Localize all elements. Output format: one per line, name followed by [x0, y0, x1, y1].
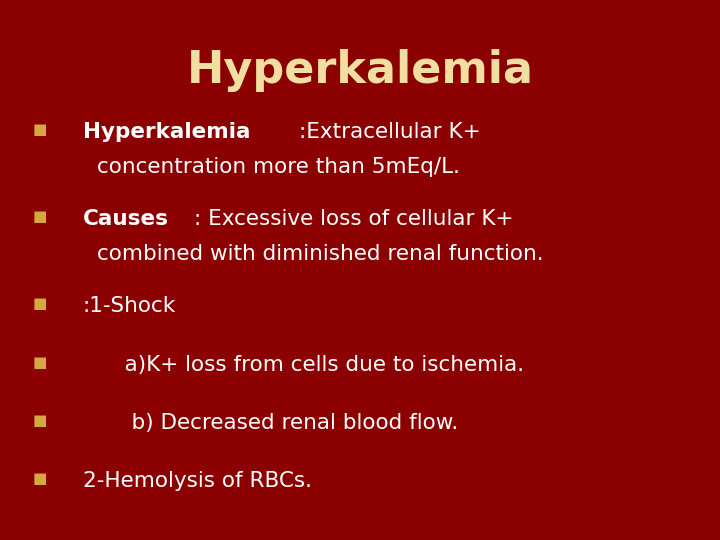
Text: concentration more than 5mEq/L.: concentration more than 5mEq/L.	[97, 157, 460, 177]
Text: ■: ■	[32, 296, 47, 312]
Text: ■: ■	[32, 209, 47, 224]
Text: b) Decreased renal blood flow.: b) Decreased renal blood flow.	[104, 413, 459, 433]
Text: 2-Hemolysis of RBCs.: 2-Hemolysis of RBCs.	[83, 471, 312, 491]
Text: ■: ■	[32, 122, 47, 137]
Text: Hyperkalemia: Hyperkalemia	[83, 122, 251, 141]
Text: :1-Shock: :1-Shock	[83, 296, 176, 316]
Text: Causes: Causes	[83, 209, 168, 229]
Text: Hyperkalemia: Hyperkalemia	[186, 49, 534, 92]
Text: ■: ■	[32, 413, 47, 428]
Text: a)K+ loss from cells due to ischemia.: a)K+ loss from cells due to ischemia.	[104, 355, 525, 375]
Text: ■: ■	[32, 355, 47, 370]
Text: combined with diminished renal function.: combined with diminished renal function.	[97, 244, 544, 264]
Text: ■: ■	[32, 471, 47, 487]
Text: :Extracellular K+: :Extracellular K+	[299, 122, 480, 141]
Text: : Excessive loss of cellular K+: : Excessive loss of cellular K+	[194, 209, 513, 229]
